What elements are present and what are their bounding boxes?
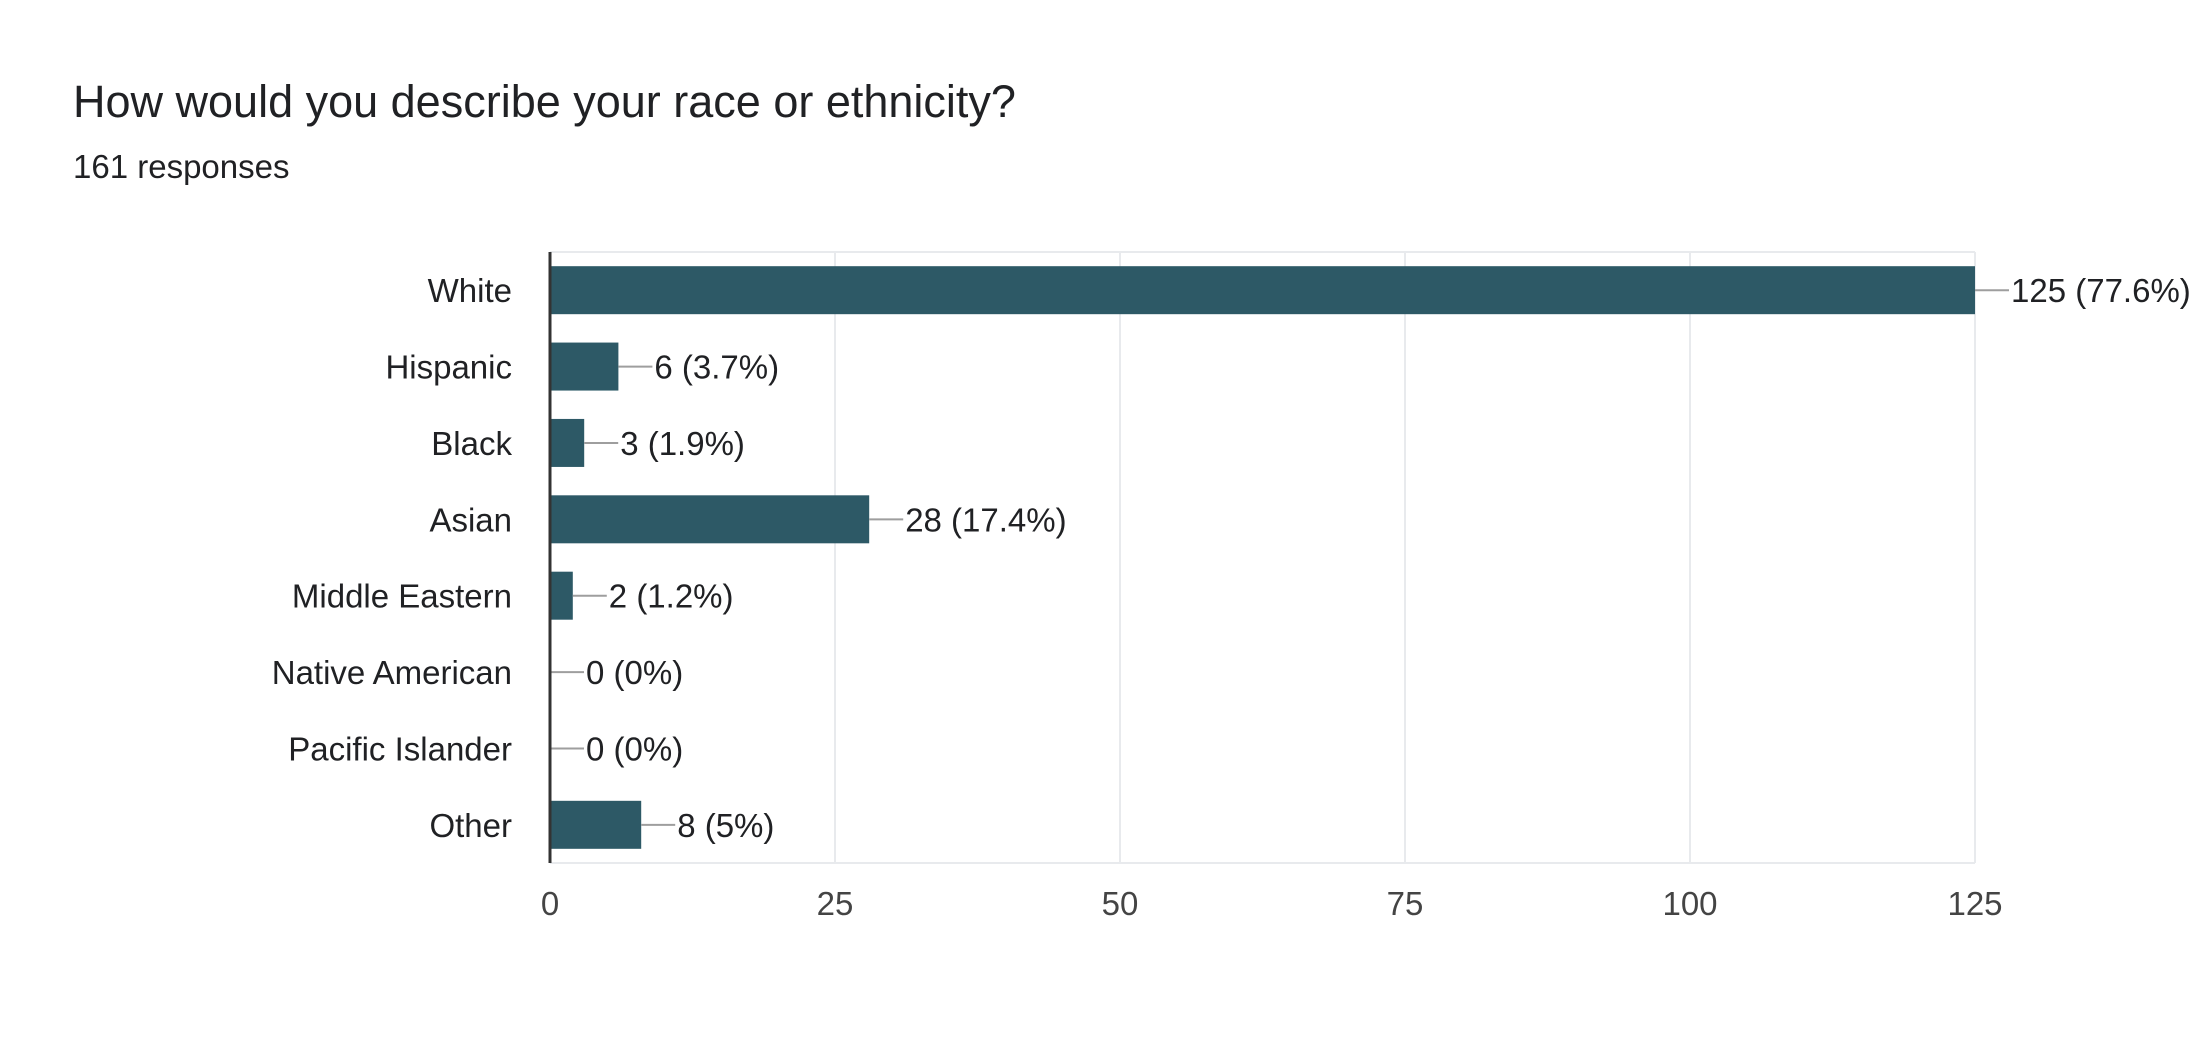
category-label: Hispanic (385, 349, 512, 386)
category-label: Middle Eastern (292, 578, 512, 615)
category-label: Asian (429, 501, 512, 538)
category-label: White (428, 272, 512, 309)
data-label: 0 (0%) (586, 730, 683, 767)
data-label: 125 (77.6%) (2011, 272, 2191, 309)
x-tick-label: 50 (1102, 885, 1139, 922)
category-label: Black (431, 425, 512, 462)
x-tick-label: 75 (1387, 885, 1424, 922)
bar (550, 571, 573, 620)
bar (550, 495, 870, 544)
data-label: 6 (3.7%) (654, 349, 779, 386)
bar (550, 800, 642, 849)
data-label: 0 (0%) (586, 654, 683, 691)
x-tick-label: 0 (541, 885, 559, 922)
response-count: 161 responses (73, 148, 290, 185)
data-label: 3 (1.9%) (620, 425, 745, 462)
category-label: Pacific Islander (288, 730, 512, 767)
x-tick-label: 125 (1947, 885, 2002, 922)
data-label: 8 (5%) (677, 807, 774, 844)
data-label: 28 (17.4%) (905, 501, 1066, 538)
category-label: Native American (272, 654, 512, 691)
category-label: Other (429, 807, 512, 844)
bar (550, 418, 585, 467)
x-tick-label: 25 (817, 885, 854, 922)
question-title: How would you describe your race or ethn… (73, 76, 1016, 127)
bar (550, 266, 1975, 315)
data-label: 2 (1.2%) (609, 578, 734, 615)
bar (550, 342, 619, 391)
x-tick-label: 100 (1662, 885, 1717, 922)
